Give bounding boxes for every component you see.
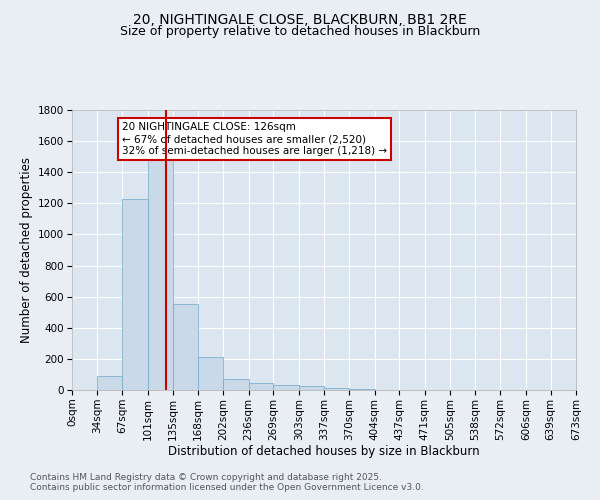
Y-axis label: Number of detached properties: Number of detached properties bbox=[20, 157, 32, 343]
Bar bbox=[97, 376, 122, 390]
Bar bbox=[148, 144, 173, 390]
Text: 20, NIGHTINGALE CLOSE, BLACKBURN, BB1 2RE: 20, NIGHTINGALE CLOSE, BLACKBURN, BB1 2R… bbox=[133, 12, 467, 26]
Text: Contains public sector information licensed under the Open Government Licence v3: Contains public sector information licen… bbox=[30, 484, 424, 492]
Bar bbox=[299, 386, 325, 390]
Bar bbox=[349, 389, 374, 390]
Bar bbox=[274, 384, 299, 390]
Text: 20 NIGHTINGALE CLOSE: 126sqm
← 67% of detached houses are smaller (2,520)
32% of: 20 NIGHTINGALE CLOSE: 126sqm ← 67% of de… bbox=[122, 122, 388, 156]
Bar bbox=[249, 383, 274, 390]
Bar bbox=[223, 379, 249, 390]
Bar bbox=[198, 358, 223, 390]
Bar bbox=[122, 198, 148, 390]
Text: Contains HM Land Registry data © Crown copyright and database right 2025.: Contains HM Land Registry data © Crown c… bbox=[30, 474, 382, 482]
Bar bbox=[325, 388, 349, 390]
Text: Size of property relative to detached houses in Blackburn: Size of property relative to detached ho… bbox=[120, 25, 480, 38]
Bar bbox=[173, 304, 198, 390]
X-axis label: Distribution of detached houses by size in Blackburn: Distribution of detached houses by size … bbox=[168, 446, 480, 458]
